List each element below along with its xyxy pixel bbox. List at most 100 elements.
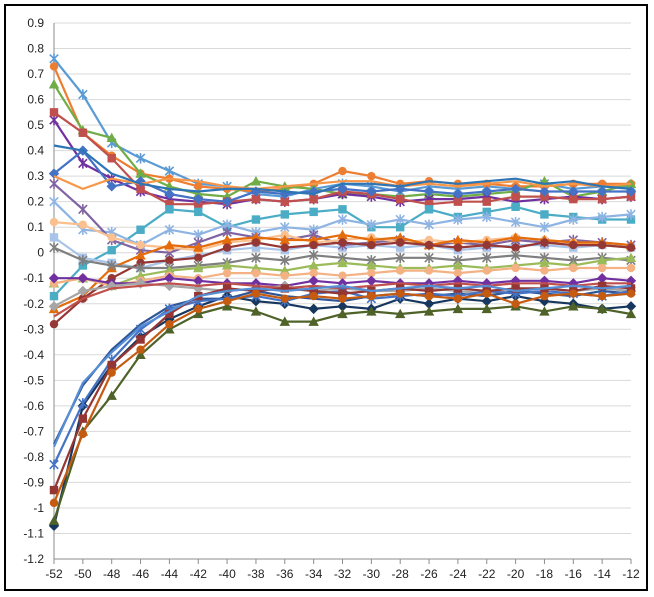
x-tick-label: -18 xyxy=(536,567,554,581)
data-point xyxy=(49,178,59,189)
data-point xyxy=(482,266,491,275)
data-point xyxy=(135,153,146,164)
data-point xyxy=(396,238,405,247)
data-point xyxy=(164,273,175,284)
data-point xyxy=(251,252,261,264)
data-point xyxy=(309,194,318,204)
data-point xyxy=(337,229,348,240)
data-point xyxy=(367,171,376,181)
data-point xyxy=(568,301,579,311)
series-line xyxy=(53,175,632,190)
data-point xyxy=(569,263,578,273)
data-point xyxy=(481,252,492,264)
data-point xyxy=(194,253,203,263)
data-point xyxy=(164,188,175,200)
data-point xyxy=(395,252,405,264)
data-point xyxy=(136,345,145,354)
data-point xyxy=(597,281,607,291)
data-point xyxy=(539,296,550,307)
data-point xyxy=(481,303,492,314)
data-point xyxy=(49,485,59,495)
data-point xyxy=(221,260,233,270)
data-point xyxy=(597,263,607,273)
y-tick-label: 0.8 xyxy=(27,42,44,56)
data-point xyxy=(453,214,463,225)
data-point xyxy=(280,243,289,252)
data-point xyxy=(279,316,290,326)
y-tick-label: -0.4 xyxy=(23,348,44,362)
x-tick-label: -34 xyxy=(305,567,323,581)
y-tick-label: 0.6 xyxy=(27,93,44,107)
data-point xyxy=(596,303,608,314)
data-point xyxy=(396,266,405,275)
x-tick-label: -22 xyxy=(478,567,496,581)
data-point xyxy=(596,273,608,284)
x-tick-label: -44 xyxy=(161,567,179,581)
y-tick-label: 0.1 xyxy=(27,220,44,234)
data-point xyxy=(453,243,463,252)
data-point xyxy=(366,306,377,316)
data-point xyxy=(423,298,435,309)
x-tick-label: -26 xyxy=(420,567,438,581)
y-tick-label: -0.5 xyxy=(23,373,44,387)
data-point xyxy=(49,233,59,242)
data-point xyxy=(308,316,319,326)
data-point xyxy=(309,207,318,217)
data-point xyxy=(308,303,319,315)
y-tick-label: 0.9 xyxy=(27,16,44,30)
data-point xyxy=(482,197,491,206)
data-point xyxy=(366,275,377,286)
data-point xyxy=(367,268,376,278)
data-point xyxy=(107,360,116,370)
data-point xyxy=(510,232,521,242)
y-tick-label: -0.8 xyxy=(23,450,44,464)
series-7 xyxy=(53,175,632,190)
data-point xyxy=(510,183,521,195)
data-point xyxy=(396,194,405,204)
data-point xyxy=(280,255,290,266)
data-point xyxy=(193,242,204,252)
data-point xyxy=(424,200,434,209)
data-point xyxy=(308,275,319,286)
x-tick-label: -48 xyxy=(103,567,121,581)
data-point xyxy=(511,299,520,308)
data-point xyxy=(136,225,145,234)
data-point xyxy=(452,303,464,314)
data-point xyxy=(626,284,636,293)
y-tick-label: 0.4 xyxy=(27,144,44,158)
data-point xyxy=(164,324,175,334)
data-point xyxy=(250,306,262,316)
x-tick-label: -32 xyxy=(334,567,352,581)
data-point xyxy=(280,284,289,293)
data-point xyxy=(511,263,520,273)
x-tick-label: -24 xyxy=(449,567,467,581)
data-point xyxy=(107,245,116,255)
y-tick-label: -0.2 xyxy=(23,297,44,311)
data-point xyxy=(511,284,520,293)
data-point xyxy=(626,243,636,252)
data-point xyxy=(280,271,289,280)
data-point xyxy=(78,128,88,137)
y-tick-label: 0.2 xyxy=(27,195,44,209)
data-point xyxy=(136,335,145,344)
data-point xyxy=(194,182,203,191)
data-point xyxy=(396,243,405,252)
data-point xyxy=(338,294,347,303)
data-point xyxy=(539,221,550,233)
y-tick-label: 0 xyxy=(37,246,44,260)
data-point xyxy=(337,301,348,312)
x-tick-label: -38 xyxy=(247,567,265,581)
series-line xyxy=(53,144,632,196)
data-point xyxy=(452,260,464,270)
x-tick-label: -52 xyxy=(45,567,63,581)
data-point xyxy=(424,286,434,296)
data-point xyxy=(337,183,348,195)
data-point xyxy=(136,184,145,194)
data-point xyxy=(135,349,146,360)
data-point xyxy=(338,166,347,176)
data-point xyxy=(222,243,232,252)
data-point xyxy=(424,266,434,275)
data-point xyxy=(453,197,463,206)
data-point xyxy=(165,256,174,265)
x-tick-label: -42 xyxy=(190,567,208,581)
